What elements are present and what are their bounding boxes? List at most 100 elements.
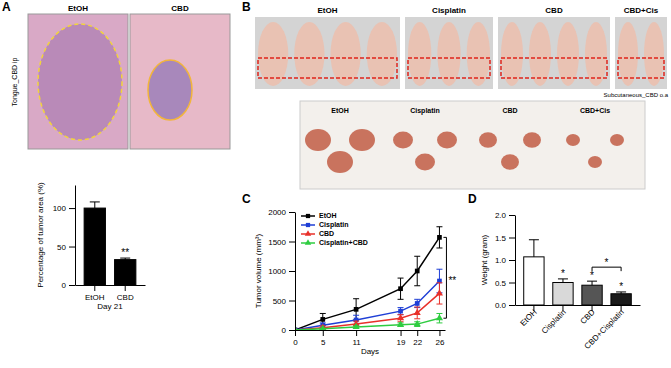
y-tick-mark: [69, 208, 75, 209]
legend-label: CBD: [319, 230, 334, 237]
histology-photo: [130, 14, 230, 149]
x-tick-label: CBD: [579, 308, 597, 326]
y-tick: 500: [273, 297, 295, 306]
bar: [553, 283, 573, 306]
y-tick-mark: [509, 283, 515, 284]
bar-chart: 0.00.51.01.52.0EtOHCisplatinCBDCBD+Cispl…: [480, 211, 641, 351]
tumor-photo: [300, 101, 645, 189]
tumor: [437, 132, 457, 149]
bar: [115, 260, 136, 285]
side-label: Tongue_CBD ip: [11, 57, 19, 106]
image-label: EtOH: [318, 6, 338, 15]
y-tick-label: 0: [62, 281, 67, 290]
legend-label: Cisplatin: [319, 221, 349, 229]
y-tick-label: 1000: [268, 267, 286, 276]
x-tick: CBD: [117, 285, 134, 302]
axis-line: [515, 216, 516, 306]
y-tick: 1.5: [495, 234, 515, 243]
image-label: Cisplatin: [410, 107, 440, 115]
error-bar: [414, 307, 420, 319]
x-tick: EtOH: [519, 305, 539, 328]
marker: [415, 301, 420, 306]
marker: [398, 309, 403, 314]
marker: [398, 286, 403, 291]
series-line: [295, 281, 439, 330]
x-tick-mark: [295, 330, 296, 336]
series-line: [295, 293, 439, 330]
marker: [436, 289, 443, 295]
marker: [353, 323, 360, 329]
x-tick-label: EtOH: [85, 293, 105, 302]
x-tick: 26: [435, 330, 444, 347]
y-axis: 050100: [53, 186, 76, 291]
tumor: [393, 132, 413, 149]
y-tick-label: 1.0: [495, 256, 507, 265]
y-tick-label: 2.0: [495, 211, 507, 220]
marker: [397, 321, 404, 327]
image-label: Cisplatin: [432, 6, 466, 15]
tumor: [327, 151, 353, 173]
panel-letter: B: [242, 0, 251, 14]
tumor: [305, 129, 331, 151]
y-tick: 50: [57, 243, 75, 252]
mouse: [367, 22, 397, 86]
mouse: [644, 22, 664, 86]
axis-line: [295, 213, 296, 331]
tumor: [479, 132, 497, 147]
marker: [415, 269, 420, 274]
y-tick-mark: [69, 247, 75, 248]
y-tick: 0.0: [495, 301, 515, 310]
marker: [414, 320, 421, 326]
y-tick-mark: [69, 285, 75, 286]
legend-marker: [306, 214, 310, 218]
marker: [354, 307, 359, 312]
highlight-box: [258, 58, 397, 78]
bar: [84, 208, 105, 285]
mouse-photo: [498, 17, 610, 89]
annotation: *: [619, 281, 623, 292]
x-axis: EtOH CBD: [76, 285, 146, 302]
y-tick: 0: [62, 281, 75, 290]
caption: Subcutaneous_CBD o.a: [604, 92, 669, 98]
y-axis: 0500100015002000: [268, 208, 295, 335]
mouse: [557, 22, 579, 86]
y-tick: 0: [282, 326, 295, 335]
marker: [320, 317, 325, 322]
legend-marker: [305, 239, 311, 245]
image-label: CBD+Cis: [624, 6, 659, 15]
mouse: [258, 22, 288, 86]
series-line: [295, 318, 439, 330]
significance-bracket: [443, 237, 446, 318]
x-tick-mark: [417, 330, 418, 336]
y-tick-label: 50: [57, 243, 66, 252]
y-axis-title: Percentage of tumor area (%): [36, 182, 45, 288]
x-tick: 19: [397, 330, 406, 347]
axis-line: [296, 330, 446, 331]
panel-letter: C: [242, 192, 251, 206]
x-tick-mark: [94, 285, 95, 291]
y-tick-mark: [289, 212, 295, 213]
mouse-photo: [255, 17, 400, 89]
tumor: [501, 154, 519, 169]
x-tick-label: 22: [413, 338, 422, 347]
mouse: [585, 22, 607, 86]
mouse-photo: [615, 17, 667, 89]
legend-entry: Cisplatin+CBD: [301, 239, 368, 247]
bar-chart: 050100EtOHCBDPercentage of tumor area (%…: [36, 182, 146, 311]
x-tick: Cisplatin: [540, 305, 568, 336]
x-tick-label: 19: [397, 338, 406, 347]
highlight-box: [408, 58, 490, 78]
mouse: [331, 22, 361, 86]
y-tick: 0.5: [495, 279, 515, 288]
tumor-region: [38, 24, 122, 140]
marker: [436, 314, 443, 320]
legend-marker: [305, 230, 311, 236]
error-bar: [398, 278, 404, 299]
image-label: EtOH: [331, 107, 349, 114]
annotation: **: [448, 275, 456, 286]
y-tick-mark: [509, 305, 515, 306]
highlight-box: [618, 58, 664, 78]
x-tick-mark: [356, 330, 357, 336]
x-tick-label: 26: [435, 338, 444, 347]
y-tick-label: 2000: [268, 208, 286, 217]
